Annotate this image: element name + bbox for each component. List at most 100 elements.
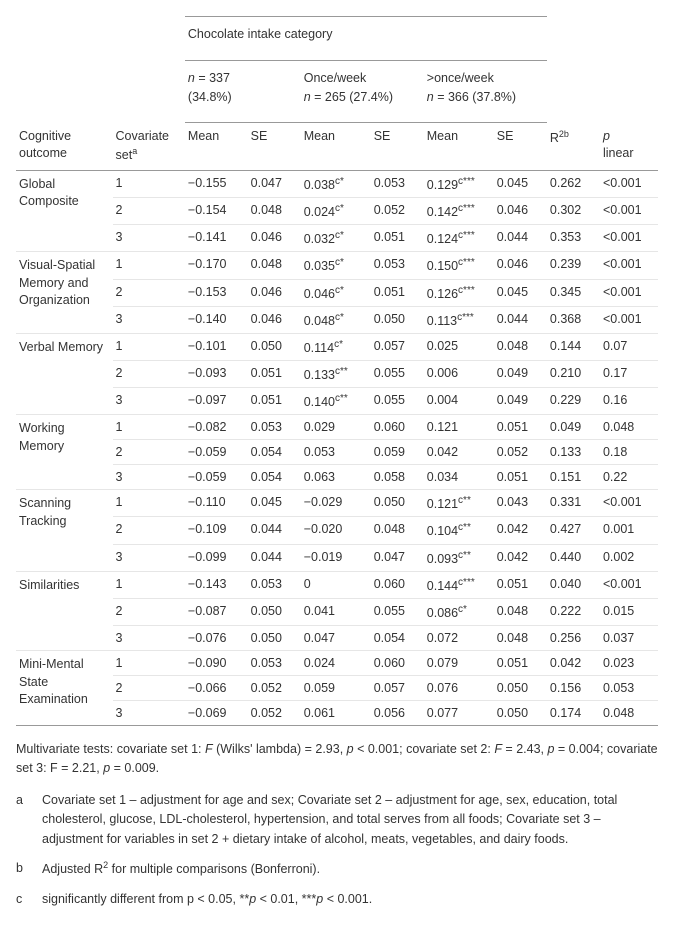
data-cell: <0.001 xyxy=(600,225,658,252)
data-cell: 0.222 xyxy=(547,598,600,625)
data-cell: 0.050 xyxy=(494,701,547,726)
outcome-label: Global Composite xyxy=(16,170,113,251)
data-cell: 0.051 xyxy=(494,651,547,676)
data-cell: 0.024c* xyxy=(301,198,371,225)
data-cell: −0.059 xyxy=(185,465,248,490)
data-cell: <0.001 xyxy=(600,490,658,517)
data-cell: 0.042 xyxy=(494,544,547,571)
data-cell: 0.059 xyxy=(371,440,424,465)
data-cell: −0.087 xyxy=(185,598,248,625)
data-cell: 0.427 xyxy=(547,517,600,544)
data-cell: 0.006 xyxy=(424,361,494,388)
data-cell: 1 xyxy=(113,571,185,598)
data-cell: 1 xyxy=(113,333,185,360)
data-cell: 0.050 xyxy=(248,626,301,651)
data-cell: 0.053 xyxy=(248,651,301,676)
table-row: 2−0.1540.0480.024c*0.0520.142c***0.0460.… xyxy=(16,198,658,225)
data-cell: 0.368 xyxy=(547,306,600,333)
data-cell: 0.063 xyxy=(301,465,371,490)
table-row: Verbal Memory1−0.1010.0500.114c*0.0570.0… xyxy=(16,333,658,360)
column-header: Mean xyxy=(424,123,494,171)
data-cell: 0.048 xyxy=(494,626,547,651)
data-cell: 0.126c*** xyxy=(424,279,494,306)
data-cell: 0.124c*** xyxy=(424,225,494,252)
data-cell: 0.133 xyxy=(547,440,600,465)
data-cell: 0.045 xyxy=(494,170,547,197)
data-cell: 0.345 xyxy=(547,279,600,306)
data-cell: 0.150c*** xyxy=(424,252,494,279)
data-cell: −0.082 xyxy=(185,415,248,440)
table-row: Mini-Mental State Examination1−0.0900.05… xyxy=(16,651,658,676)
data-cell: 2 xyxy=(113,198,185,225)
data-cell: 0.050 xyxy=(371,306,424,333)
data-cell: −0.154 xyxy=(185,198,248,225)
data-cell: 0.114c* xyxy=(301,333,371,360)
data-cell: 0.045 xyxy=(494,279,547,306)
footnote-a: Covariate set 1 – adjustment for age and… xyxy=(42,791,658,859)
data-cell: −0.141 xyxy=(185,225,248,252)
data-cell: 0.050 xyxy=(248,598,301,625)
data-cell: −0.110 xyxy=(185,490,248,517)
data-cell: 0.052 xyxy=(248,701,301,726)
data-cell: 0.042 xyxy=(424,440,494,465)
data-cell: 0.024 xyxy=(301,651,371,676)
data-cell: 0.057 xyxy=(371,676,424,701)
data-cell: 0.072 xyxy=(424,626,494,651)
data-cell: −0.019 xyxy=(301,544,371,571)
data-cell: 0.239 xyxy=(547,252,600,279)
data-cell: 0.052 xyxy=(371,198,424,225)
outcome-label: Mini-Mental State Examination xyxy=(16,651,113,726)
data-cell: 0.052 xyxy=(248,676,301,701)
data-cell: 0.046 xyxy=(494,252,547,279)
data-cell: 0.047 xyxy=(371,544,424,571)
data-cell: 0.086c* xyxy=(424,598,494,625)
table-row: 3−0.0760.0500.0470.0540.0720.0480.2560.0… xyxy=(16,626,658,651)
data-cell: 0.077 xyxy=(424,701,494,726)
data-cell: 0.144c*** xyxy=(424,571,494,598)
data-cell: 0.055 xyxy=(371,598,424,625)
data-cell: 2 xyxy=(113,598,185,625)
data-cell: 0.041 xyxy=(301,598,371,625)
data-cell: 0.040 xyxy=(547,571,600,598)
data-cell: −0.153 xyxy=(185,279,248,306)
data-cell: 0.050 xyxy=(371,490,424,517)
data-cell: 0.023 xyxy=(600,651,658,676)
data-cell: 0.056 xyxy=(371,701,424,726)
data-cell: 0.015 xyxy=(600,598,658,625)
column-header: Covariate seta xyxy=(113,123,185,171)
column-header: Mean xyxy=(185,123,248,171)
data-cell: 0.038c* xyxy=(301,170,371,197)
data-cell: 2 xyxy=(113,676,185,701)
column-header: Cognitive outcome xyxy=(16,123,113,171)
data-cell: 0.054 xyxy=(371,626,424,651)
data-cell: −0.155 xyxy=(185,170,248,197)
data-cell: 0.07 xyxy=(600,333,658,360)
data-cell: <0.001 xyxy=(600,306,658,333)
data-cell: 0.050 xyxy=(248,333,301,360)
data-cell: 0.035c* xyxy=(301,252,371,279)
data-cell: 0.048 xyxy=(494,598,547,625)
data-cell: −0.109 xyxy=(185,517,248,544)
data-cell: 0.001 xyxy=(600,517,658,544)
data-cell: 3 xyxy=(113,701,185,726)
data-cell: 0.142c*** xyxy=(424,198,494,225)
data-cell: 3 xyxy=(113,388,185,415)
data-cell: 0.129c*** xyxy=(424,170,494,197)
data-cell: 0.079 xyxy=(424,651,494,676)
data-cell: 0.440 xyxy=(547,544,600,571)
table-row: 3−0.0590.0540.0630.0580.0340.0510.1510.2… xyxy=(16,465,658,490)
data-cell: −0.101 xyxy=(185,333,248,360)
data-cell: 0.113c*** xyxy=(424,306,494,333)
table-row: 2−0.1530.0460.046c*0.0510.126c***0.0450.… xyxy=(16,279,658,306)
data-cell: 0.051 xyxy=(494,415,547,440)
data-cell: 0.052 xyxy=(494,440,547,465)
group-header: n = 337(34.8%) xyxy=(185,60,301,111)
data-cell: 0.025 xyxy=(424,333,494,360)
footnote-c: significantly different from p < 0.05, *… xyxy=(42,890,658,919)
data-cell: 0.046 xyxy=(248,279,301,306)
data-cell: 0.060 xyxy=(371,571,424,598)
column-header: SE xyxy=(248,123,301,171)
data-cell: 0.044 xyxy=(248,517,301,544)
table-row: Similarities1−0.1430.05300.0600.144c***0… xyxy=(16,571,658,598)
data-cell: 0.140c** xyxy=(301,388,371,415)
